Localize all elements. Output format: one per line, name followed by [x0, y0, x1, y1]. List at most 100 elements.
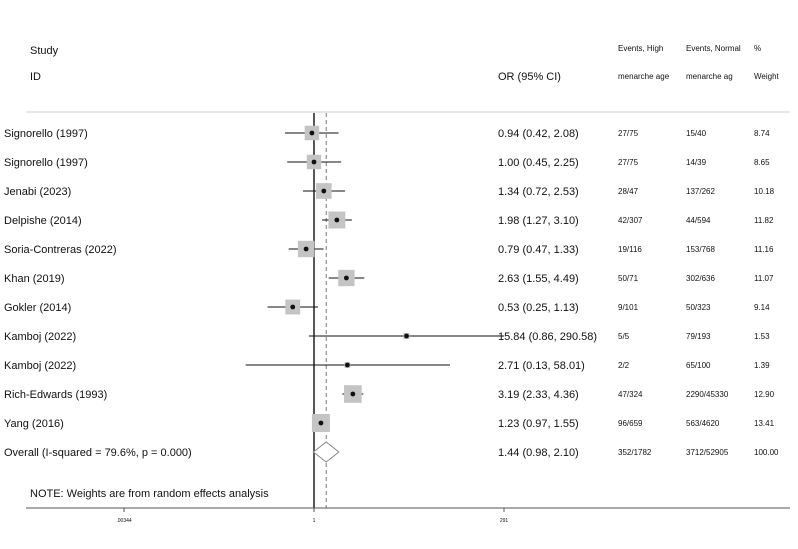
study-label: Rich-Edwards (1993) — [4, 389, 107, 401]
header-or-label: OR (95% CI) — [498, 71, 561, 83]
weight-text: 11.07 — [754, 274, 774, 283]
weight-text: 8.74 — [754, 129, 770, 138]
point-estimate — [318, 420, 324, 426]
events-high: 27/75 — [618, 129, 639, 138]
point-estimate — [334, 217, 340, 223]
header-id-label: ID — [30, 71, 41, 83]
or-ci-text: 1.23 (0.97, 1.55) — [498, 418, 579, 430]
events-high: 28/47 — [618, 187, 639, 196]
or-ci-text: 0.53 (0.25, 1.13) — [498, 302, 579, 314]
events-normal: 137/262 — [686, 187, 715, 196]
weights-note: NOTE: Weights are from random effects an… — [30, 488, 269, 500]
study-row: Rich-Edwards (1993) 3.19 (2.33, 4.36) 47/3… — [4, 385, 775, 403]
study-label: Gokler (2014) — [4, 302, 71, 314]
or-ci-text: 3.19 (2.33, 4.36) — [498, 389, 579, 401]
weight-text: 9.14 — [754, 303, 770, 312]
or-ci-text: 1.98 (1.27, 3.10) — [498, 215, 579, 227]
header-weight-line2: Weight — [754, 72, 780, 81]
overall-or-ci-text: 1.44 (0.98, 2.10) — [498, 447, 579, 459]
study-row: Signorello (1997) 0.94 (0.42, 2.08) 27/75 1… — [4, 125, 770, 141]
study-label: Signorello (1997) — [4, 157, 88, 169]
study-label: Delpishe (2014) — [4, 215, 82, 227]
overall-events-high: 352/1782 — [618, 448, 652, 457]
point-estimate — [290, 304, 296, 310]
events-normal: 563/4620 — [686, 419, 720, 428]
study-row: Delpishe (2014) 1.98 (1.27, 3.10) 42/307 44… — [4, 211, 774, 229]
study-label: Signorello (1997) — [4, 128, 88, 140]
study-row: Gokler (2014) 0.53 (0.25, 1.13) 9/101 50/32… — [4, 299, 770, 315]
study-label: Khan (2019) — [4, 273, 65, 285]
events-normal: 44/594 — [686, 216, 711, 225]
or-ci-text: 2.63 (1.55, 4.49) — [498, 273, 579, 285]
header-weight-line1: % — [754, 44, 761, 53]
or-ci-text: 1.34 (0.72, 2.53) — [498, 186, 579, 198]
study-row: Yang (2016) 1.23 (0.97, 1.55) 96/659 563/46… — [4, 414, 775, 432]
or-ci-text: 0.94 (0.42, 2.08) — [498, 128, 579, 140]
events-high: 47/324 — [618, 390, 643, 399]
study-row: Jenabi (2023) 1.34 (0.72, 2.53) 28/47 137/2… — [4, 183, 775, 199]
study-row: Soria-Contreras (2022) 0.79 (0.47, 1.33) 1… — [4, 240, 774, 258]
events-normal: 65/100 — [686, 361, 711, 370]
events-high: 2/2 — [618, 361, 630, 370]
weight-text: 1.39 — [754, 361, 770, 370]
x-axis-ticks: .00344 1 291 — [116, 508, 508, 524]
study-row: Kamboj (2022) 15.84 (0.86, 290.58) 5/5 79/1… — [4, 331, 770, 343]
events-normal: 79/193 — [686, 332, 711, 341]
study-label: Jenabi (2023) — [4, 186, 71, 198]
header-events-normal-line1: Events, Normal — [686, 44, 741, 53]
study-label: Kamboj (2022) — [4, 360, 76, 372]
study-rows: Signorello (1997) 0.94 (0.42, 2.08) 27/75 1… — [4, 125, 775, 432]
events-normal: 153/768 — [686, 245, 715, 254]
study-label: Kamboj (2022) — [4, 331, 76, 343]
overall-diamond — [312, 441, 340, 463]
events-high: 50/71 — [618, 274, 639, 283]
point-estimate — [303, 246, 309, 252]
point-estimate — [311, 159, 317, 165]
study-row: Signorello (1997) 1.00 (0.45, 2.25) 27/75 1… — [4, 154, 770, 170]
point-estimate — [309, 130, 315, 136]
events-normal: 50/323 — [686, 303, 711, 312]
x-tick-label: .00344 — [116, 518, 132, 524]
study-label: Yang (2016) — [4, 418, 64, 430]
events-normal: 14/39 — [686, 158, 707, 167]
or-ci-text: 15.84 (0.86, 290.58) — [498, 331, 597, 343]
x-tick-label: 291 — [500, 518, 509, 524]
weight-text: 12.90 — [754, 390, 775, 399]
overall-weight: 100.00 — [754, 448, 779, 457]
study-row: Kamboj (2022) 2.71 (0.13, 58.01) 2/2 65/100… — [4, 360, 770, 372]
events-normal: 302/636 — [686, 274, 715, 283]
point-estimate — [321, 188, 327, 194]
point-estimate — [404, 333, 409, 339]
events-high: 9/101 — [618, 303, 639, 312]
weight-text: 10.18 — [754, 187, 775, 196]
x-tick-label: 1 — [313, 518, 316, 524]
events-normal: 2290/45330 — [686, 390, 729, 399]
overall-events-normal: 3712/52905 — [686, 448, 729, 457]
events-high: 42/307 — [618, 216, 643, 225]
weight-text: 13.41 — [754, 419, 775, 428]
weight-text: 11.82 — [754, 216, 774, 225]
study-label: Soria-Contreras (2022) — [4, 244, 117, 256]
overall-row: Overall (I-squared = 79.6%, p = 0.000) 1.… — [4, 441, 779, 463]
point-estimate — [344, 362, 350, 368]
events-high: 27/75 — [618, 158, 639, 167]
overall-label: Overall (I-squared = 79.6%, p = 0.000) — [4, 447, 192, 459]
weight-text: 11.16 — [754, 245, 774, 254]
header-events-high-line2: menarche age — [618, 72, 670, 81]
or-ci-text: 0.79 (0.47, 1.33) — [498, 244, 579, 256]
or-ci-text: 2.71 (0.13, 58.01) — [498, 360, 585, 372]
events-high: 96/659 — [618, 419, 643, 428]
events-high: 5/5 — [618, 332, 630, 341]
header-study-label: Study — [30, 45, 59, 57]
weight-text: 8.65 — [754, 158, 770, 167]
study-row: Khan (2019) 2.63 (1.55, 4.49) 50/71 302/636… — [4, 269, 774, 287]
header-events-high-line1: Events, High — [618, 44, 663, 53]
weight-text: 1.53 — [754, 332, 770, 341]
events-normal: 15/40 — [686, 129, 707, 138]
header-events-normal-line2: menarche ag — [686, 72, 733, 81]
or-ci-text: 1.00 (0.45, 2.25) — [498, 157, 579, 169]
events-high: 19/116 — [618, 245, 642, 254]
point-estimate — [350, 391, 356, 397]
point-estimate — [343, 275, 349, 281]
